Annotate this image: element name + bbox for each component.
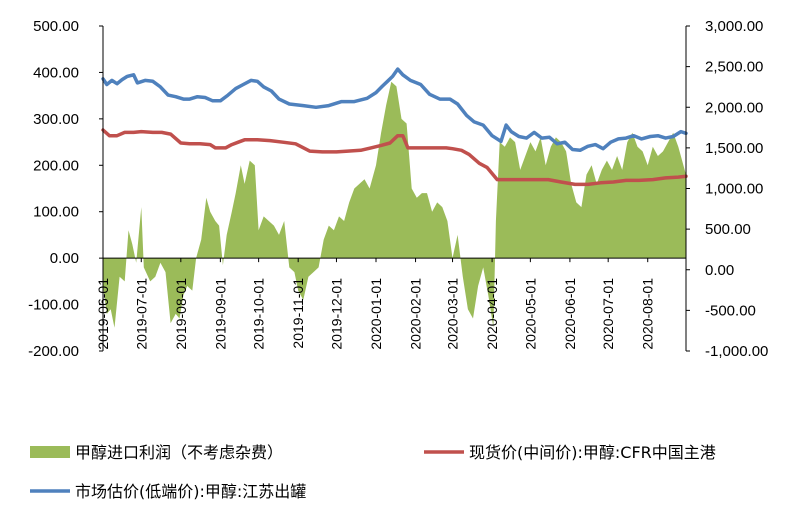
cfr-spot-price-line [101, 128, 688, 187]
y-left-tick-label: 300.00 [33, 111, 79, 128]
axes [99, 25, 690, 352]
legend-label: 甲醇进口利润（不考虑杂费） [75, 443, 283, 462]
y-left-tick-label: -200.00 [28, 343, 79, 360]
y-left-tick-label: 200.00 [33, 157, 79, 174]
price-line-series [101, 67, 688, 187]
x-axis-ticks: 2019-06-01 2019-07-01 2019-08-01 2019-09-01… [95, 258, 656, 350]
y-right-tick-label: -500.00 [705, 302, 756, 319]
x-tick-label: 2020-01-01 [368, 278, 384, 350]
x-tick-label: 2019-07-01 [133, 278, 149, 350]
x-tick-label: 2019-10-01 [251, 278, 267, 350]
y-right-tick-label: 1,000.00 [705, 181, 763, 198]
y-right-tick-label: 2,500.00 [705, 59, 763, 76]
x-tick-label: 2019-12-01 [329, 278, 345, 350]
x-tick-label: 2020-08-01 [640, 278, 656, 350]
y-right-tick-label: 2,000.00 [705, 99, 763, 116]
y-left-tick-label: -100.00 [28, 297, 79, 314]
x-tick-label: 2019-09-01 [212, 278, 228, 350]
x-tick-label: 2019-06-01 [95, 278, 111, 350]
legend-label: 市场估价(低端价):甲醇:江苏出罐 [75, 482, 306, 501]
profit-area [103, 81, 686, 328]
legend-swatch-area [30, 446, 70, 458]
x-tick-label: 2020-04-01 [484, 278, 500, 350]
y-axis-left-ticks: 500.00 400.00 300.00 200.00 100.00 0.00 -100.0… [28, 18, 79, 360]
y-left-tick-label: 0.00 [50, 250, 79, 267]
x-tick-label: 2020-07-01 [600, 278, 616, 350]
y-left-tick-label: 500.00 [33, 18, 79, 35]
x-tick-label: 2020-03-01 [445, 278, 461, 350]
x-tick-label: 2020-05-01 [522, 278, 538, 350]
profit-area-series [103, 81, 686, 328]
jiangsu-price-line [101, 67, 688, 153]
x-tick-label: 2019-08-01 [173, 278, 189, 350]
x-tick-label: 2020-06-01 [562, 278, 578, 350]
y-right-tick-label: 0.00 [705, 262, 734, 279]
y-axis-right-ticks: 3,000.00 2,500.00 2,000.00 1,500.00 1,000.00… [705, 18, 768, 360]
x-tick-label: 2020-02-01 [408, 278, 424, 350]
y-right-tick-label: -1,000.00 [705, 343, 768, 360]
y-right-tick-label: 1,500.00 [705, 140, 763, 157]
x-tick-label: 2019-11-01 [290, 278, 306, 349]
y-left-tick-label: 100.00 [33, 204, 79, 221]
legend-label: 现货价(中间价):甲醇:CFR中国主港 [469, 443, 716, 462]
legend: 甲醇进口利润（不考虑杂费） 现货价(中间价):甲醇:CFR中国主港市场估价(低端价… [30, 443, 716, 501]
y-left-tick-label: 400.00 [33, 64, 79, 81]
y-right-tick-label: 500.00 [705, 221, 751, 238]
y-right-tick-label: 3,000.00 [705, 18, 763, 35]
